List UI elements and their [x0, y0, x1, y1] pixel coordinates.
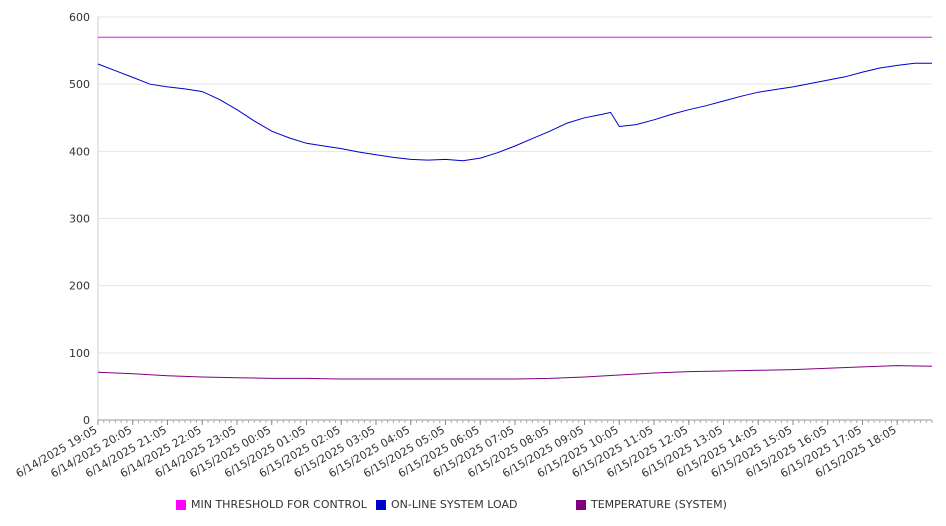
legend-label: ON-LINE SYSTEM LOAD: [391, 498, 518, 511]
x-axis: 6/14/2025 19:056/14/2025 20:056/14/2025 …: [14, 419, 933, 480]
y-tick-label: 0: [83, 414, 90, 427]
y-tick-label: 600: [69, 11, 90, 24]
legend-item-2: ON-LINE SYSTEM LOAD: [376, 498, 517, 511]
grid-lines: [98, 16, 932, 354]
legend-item-3: TEMPERATURE (SYSTEM): [576, 498, 727, 511]
y-tick-label: 400: [69, 145, 90, 158]
legend-swatch: [176, 499, 186, 510]
legend: MIN THRESHOLD FOR CONTROL ON-LINE SYSTEM …: [0, 498, 946, 514]
legend-label: TEMPERATURE (SYSTEM): [591, 498, 727, 511]
y-axis: 0 100 200 300 400 500 600: [69, 11, 99, 427]
legend-swatch: [376, 499, 386, 510]
series-line-2: [97, 62, 932, 162]
series-lines: [97, 36, 933, 380]
series-line-3: [97, 365, 933, 380]
legend-swatch: [576, 499, 586, 510]
y-tick-label: 300: [69, 213, 90, 226]
legend-label: MIN THRESHOLD FOR CONTROL: [191, 498, 367, 511]
legend-item-1: MIN THRESHOLD FOR CONTROL: [176, 498, 367, 511]
y-tick-label: 500: [69, 78, 90, 91]
y-tick-label: 100: [69, 347, 90, 360]
y-tick-label: 200: [69, 280, 90, 293]
